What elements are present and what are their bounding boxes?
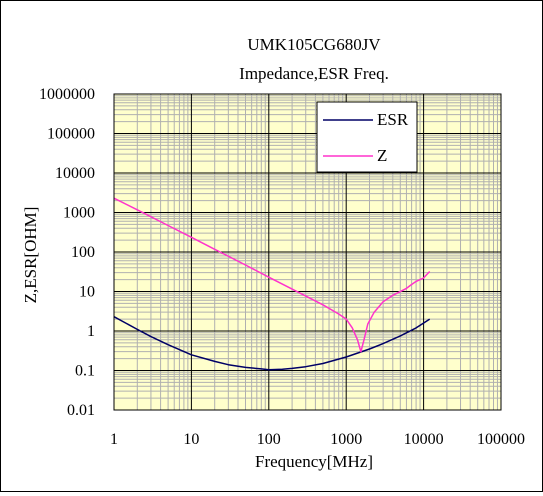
y-tick-label: 100000 — [47, 126, 95, 143]
y-tick-label: 1000000 — [39, 86, 95, 103]
grid-lines — [113, 93, 502, 411]
y-tick-label: 1000 — [63, 205, 95, 222]
x-tick-label: 10 — [183, 431, 199, 448]
y-axis-label: Z,ESR[OHM] — [21, 207, 40, 304]
series-line-esr — [113, 316, 431, 371]
x-tick-label: 100 — [257, 431, 281, 448]
x-tick-labels: 1 10 100 1000 10000 100000 — [110, 431, 525, 448]
y-tick-labels: 1000000 100000 10000 1000 100 10 1 0.1 0.01 — [39, 86, 95, 419]
chart-subtitle: Impedance,ESR Freq. — [239, 64, 389, 83]
legend-label-esr: ESR — [377, 110, 409, 129]
x-tick-label: 10000 — [404, 431, 444, 448]
y-tick-label: 10 — [79, 284, 95, 301]
legend: ESR Z — [316, 101, 418, 173]
y-tick-label: 0.01 — [67, 402, 95, 419]
x-tick-label: 100000 — [477, 431, 525, 448]
y-tick-label: 10000 — [55, 165, 95, 182]
chart-title: UMK105CG680JV — [247, 35, 381, 54]
legend-label-z: Z — [377, 146, 387, 165]
series-layer — [113, 197, 431, 371]
y-tick-label: 100 — [71, 244, 95, 261]
series-line-z — [113, 197, 431, 353]
y-tick-label: 0.1 — [75, 363, 95, 380]
x-tick-label: 1 — [110, 431, 118, 448]
x-tick-label: 1000 — [330, 431, 362, 448]
plot-border — [113, 93, 502, 411]
y-tick-label: 1 — [87, 323, 95, 340]
legend-box — [316, 101, 418, 173]
x-axis-label: Frequency[MHz] — [255, 452, 373, 471]
